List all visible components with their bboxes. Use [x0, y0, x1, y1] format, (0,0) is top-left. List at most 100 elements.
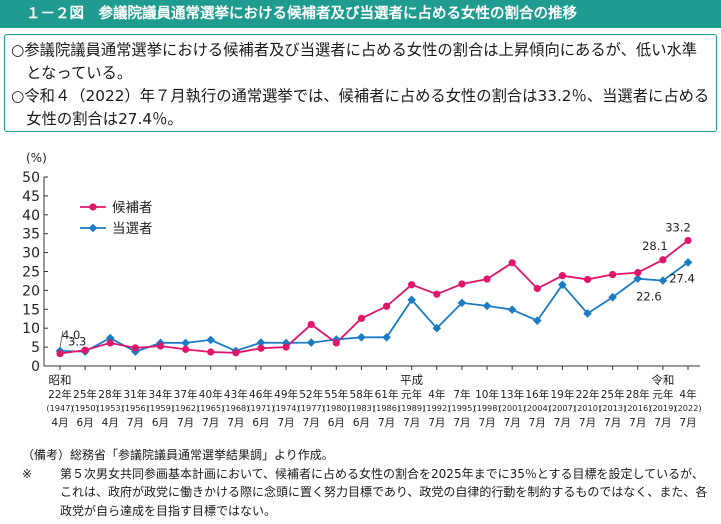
data-point-candidate — [408, 281, 416, 289]
data-point-elected — [306, 338, 316, 347]
data-point-candidate — [56, 349, 64, 358]
x-tick-label-ad: (1950) — [72, 403, 99, 413]
x-tick-label-year: 元年 — [652, 388, 673, 401]
x-tick-label-month: 7月 — [127, 417, 144, 429]
data-point-elected — [457, 298, 467, 308]
data-label: 22.6 — [636, 290, 662, 304]
x-tick-label-month: 7月 — [403, 417, 420, 429]
x-tick-label-ad: (1992) — [423, 403, 450, 413]
data-point-candidate — [156, 342, 165, 350]
x-tick-label-ad: (1995) — [448, 403, 475, 413]
data-point-elected — [407, 295, 416, 305]
data-point-elected — [256, 338, 266, 347]
x-tick-label-month: 7月 — [177, 417, 194, 429]
x-tick-label-month: 6月 — [77, 417, 94, 429]
series-line — [59, 261, 689, 353]
x-tick-label-year: 16年 — [525, 388, 549, 401]
data-point-candidate — [583, 275, 592, 284]
data-point-candidate — [307, 320, 315, 329]
data-point-candidate — [106, 339, 114, 347]
data-point-candidate — [684, 236, 692, 245]
x-tick-label-year: 31年 — [123, 388, 147, 401]
x-tick-label-ad: (1968) — [222, 403, 249, 413]
data-point-candidate — [182, 345, 190, 353]
x-tick-label-year: 49年 — [274, 388, 298, 401]
x-tick-label-ad: (1974) — [272, 403, 299, 413]
footnote-text: 第５次男女共同参画基本計画において、候補者に占める女性の割合を2025年までに3… — [60, 466, 708, 518]
data-point-elected — [658, 276, 668, 285]
data-point-elected — [558, 280, 567, 290]
x-tick-label-year: 10年 — [475, 388, 499, 401]
summary-line-1: ○参議院議員通常選挙における候補者及び当選者に占める女性の割合は上昇傾向にあるが… — [11, 41, 698, 82]
x-tick-label-month: 7月 — [579, 417, 596, 429]
x-tick-label-ad: (1956) — [122, 403, 149, 413]
data-point-candidate — [232, 349, 240, 357]
x-tick-label-ad: (1962) — [172, 403, 199, 413]
x-tick-label-ad: (1983) — [348, 403, 375, 413]
chart-labels: 4.03.3 28.1 33.2 22.6 27.4 — [59, 221, 695, 349]
x-tick-label-ad: (1977) — [298, 403, 325, 413]
data-point-candidate — [357, 314, 366, 322]
x-tick-label-ad: (1980) — [323, 403, 350, 413]
x-tick-label-ad: (2004) — [524, 403, 551, 413]
footnote-mark: ※ — [22, 466, 33, 481]
y-tick-label: 30 — [22, 246, 40, 262]
data-point-elected — [281, 338, 291, 348]
x-tick-label-year: 40年 — [199, 388, 223, 401]
data-point-candidate — [609, 270, 617, 279]
x-tick-label-ad: (1971) — [247, 403, 274, 413]
data-point-elected — [105, 333, 115, 343]
legend-marker — [88, 223, 98, 233]
x-tick-label-month: 7月 — [277, 417, 294, 429]
series-markers — [55, 236, 693, 358]
data-label: 33.2 — [665, 221, 691, 235]
era-label: 昭和 — [49, 373, 72, 387]
data-point-elected — [206, 335, 216, 345]
data-label: 3.3 — [68, 335, 86, 349]
y-tick-label: 50 — [22, 170, 40, 186]
data-point-elected — [608, 292, 617, 302]
footnote: ※ 第５次男女共同参画基本計画において、候補者に占める女性の割合を2025年まで… — [22, 465, 712, 521]
x-tick-label-month: 7月 — [453, 417, 470, 429]
data-label: 27.4 — [669, 271, 695, 285]
x-tick-label-month: 7月 — [428, 417, 445, 429]
x-tick-label-month: 7月 — [227, 417, 244, 429]
x-tick-label-month: 7月 — [202, 417, 219, 429]
legend-label: 当選者 — [112, 221, 153, 237]
data-point-elected — [357, 332, 366, 342]
x-tick-label-year: 25年 — [73, 388, 97, 401]
data-point-elected — [633, 274, 643, 283]
x-tick-label-ad: (2016) — [624, 403, 651, 413]
data-point-candidate — [332, 339, 340, 347]
line-chart: (%) 0 5 10 15 20 25 30 35 40 45 50 昭和 平成 令和 22年 (1947) 4月… — [22, 151, 701, 429]
x-tick-label-year: 52年 — [299, 388, 323, 401]
x-tick-label-month: 7月 — [478, 417, 495, 429]
x-tick-label-month: 7月 — [378, 417, 395, 429]
era-label: 平成 — [400, 373, 423, 387]
x-tick-label-year: 28年 — [98, 388, 122, 401]
x-tick-label-month: 7月 — [504, 417, 521, 429]
x-tick-label-year: 22年 — [576, 388, 600, 401]
data-point-candidate — [433, 290, 441, 298]
legend-marker — [89, 203, 97, 211]
x-tick-label-year: 25年 — [601, 388, 625, 401]
data-point-candidate — [558, 272, 567, 280]
data-point-elected — [181, 338, 190, 348]
data-point-elected — [583, 309, 592, 318]
x-tick-label-ad: (2010) — [574, 403, 601, 413]
x-tick-label-year: 37年 — [174, 388, 198, 401]
y-tick-label: 0 — [31, 359, 40, 375]
x-tick-label-year: 61年 — [375, 388, 399, 401]
data-point-elected — [432, 323, 442, 333]
y-tick-label: 40 — [22, 208, 40, 224]
y-tick-label: 35 — [22, 227, 40, 243]
data-point-elected — [532, 316, 542, 325]
x-tick-label-year: 55年 — [324, 388, 348, 401]
data-point-elected — [683, 258, 693, 267]
x-tick-label-year: 13年 — [500, 388, 524, 401]
x-tick-label-ad: (1947) — [46, 403, 73, 413]
x-tick-label-month: 7月 — [554, 417, 571, 429]
y-tick-label: 20 — [22, 283, 40, 299]
x-tick-label-month: 7月 — [679, 417, 696, 429]
